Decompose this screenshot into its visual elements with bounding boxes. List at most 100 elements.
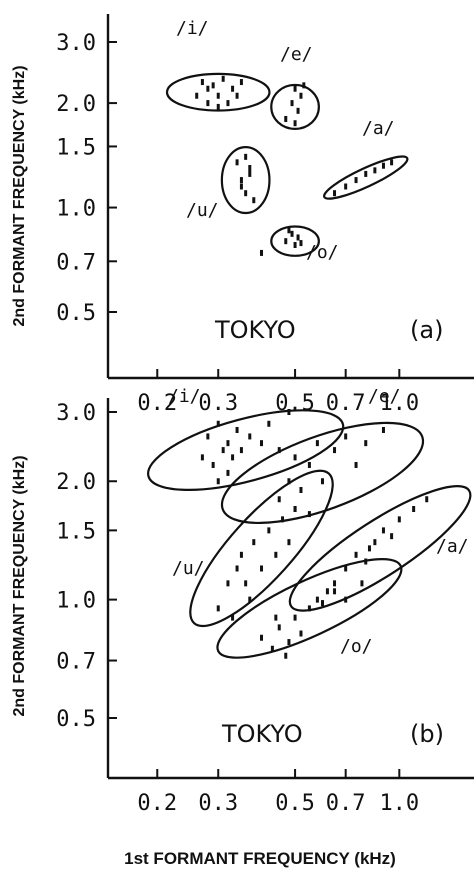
panel-b-point-o — [333, 580, 337, 587]
panel-b-y-axis-title: 2nd FORMANT FREQUENCY (kHz) — [11, 455, 28, 716]
panel-b-point-a — [333, 588, 337, 595]
panel-b-point-i — [226, 469, 230, 476]
panel-b-point-o — [299, 630, 303, 637]
panel-b-point-e — [277, 496, 281, 503]
panel-b-point-o — [325, 588, 329, 595]
panel-a-point-a — [381, 162, 385, 169]
panel-b-ellipse-e — [220, 421, 425, 525]
panel-a-point-i — [216, 92, 220, 99]
panel-a-points — [195, 75, 394, 256]
panel-b-point-i — [267, 420, 271, 427]
panel-a-x-ticks: 0.2 0.3 0.5 0.7 1.0 — [137, 369, 419, 416]
panel-b-points — [200, 409, 429, 659]
panel-b-point-i — [277, 447, 281, 454]
panel-b-point-e — [320, 478, 324, 485]
panel-a-point-u — [239, 177, 243, 184]
panel-a-vowel-label-u: /u/ — [186, 200, 219, 221]
panel-b-ellipse-u — [189, 469, 334, 628]
panel-b-y-tick-label: 2.0 — [56, 470, 96, 495]
panel-b-point-o — [287, 639, 291, 646]
panel-b-point-a — [344, 565, 348, 572]
panel-b-point-i — [216, 420, 220, 427]
panel-a-vowel-label-e: /e/ — [280, 44, 313, 65]
panel-b-y-tick-label: 1.0 — [56, 589, 96, 614]
panel-a-point-i — [216, 103, 220, 110]
panel-a-ellipse-e — [270, 83, 320, 130]
panel-a-vowel-labels: /i/ /e/ /a/ /u/ /o/ — [176, 18, 395, 263]
panel-b-vowel-label-a: /a/ — [436, 536, 469, 557]
panel-a-point-i — [206, 85, 210, 92]
panel-a-y-tick-label: 2.0 — [56, 92, 96, 117]
panel-a-x-tick-label: 0.2 — [137, 391, 177, 416]
panel-b-ellipses — [147, 409, 472, 659]
panel-b-y-ticks: 0.5 0.7 1.0 1.5 2.0 3.0 — [56, 401, 117, 732]
panel-a-ellipse-u — [220, 146, 271, 215]
panel-b-point-u — [248, 596, 252, 603]
panel-b-point-e — [333, 447, 337, 454]
panel-a-point-u — [235, 159, 239, 166]
panel-b-y-tick-label: 0.7 — [56, 650, 96, 675]
panel-b-point-o — [274, 614, 278, 621]
panel-b-ellipse-a — [288, 485, 472, 612]
panel-b-point-e — [307, 511, 311, 518]
panel-b-point-i — [287, 409, 291, 415]
panel-a-vowel-label-a: /a/ — [362, 118, 395, 139]
panel-a-point-u — [248, 170, 252, 177]
panel-a-point-e — [302, 82, 306, 89]
panel-a-point-o — [299, 240, 303, 247]
panel-b-point-o — [277, 624, 281, 631]
panel-b-x-tick-label: 0.2 — [137, 791, 177, 816]
panel-b-point-a — [425, 496, 429, 503]
panel-a-point-o — [260, 249, 264, 256]
panel-b-point-i — [248, 433, 252, 440]
panel-a-point-e — [284, 115, 288, 122]
panel-b-point-u — [216, 605, 220, 612]
panel-b-point-o — [270, 645, 274, 652]
panel-b-point-a — [381, 527, 385, 534]
panel-b-point-e — [315, 440, 319, 447]
panel-b-point-e — [344, 433, 348, 440]
panel-a-point-i — [200, 79, 204, 86]
panel-b-point-a — [367, 545, 371, 552]
panel-a-point-o — [290, 230, 294, 237]
panel-b-point-o — [284, 652, 288, 659]
panel-b-x-tick-label: 0.7 — [326, 791, 366, 816]
panel-b-y-tick-label: 0.5 — [56, 707, 96, 732]
panel-b-x-tick-label: 0.5 — [275, 791, 315, 816]
panel-b-point-i — [216, 478, 220, 485]
panel-b-y-tick-label: 1.5 — [56, 519, 96, 544]
panel-b-vowel-label-e: /e/ — [368, 386, 401, 407]
x-axis-title: 1st FORMANT FREQUENCY (kHz) — [124, 849, 396, 868]
panel-b-point-u — [281, 516, 285, 523]
panel-b-point-o — [260, 634, 264, 641]
panel-b-point-u — [239, 551, 243, 558]
panel-b-point-u — [293, 506, 297, 513]
panel-a-y-tick-label: 1.5 — [56, 135, 96, 160]
panel-a-y-ticks: 0.5 0.7 1.0 1.5 2.0 3.0 — [56, 31, 117, 326]
panel-b-point-i — [200, 454, 204, 461]
panel-b-point-i — [221, 447, 225, 454]
panel-b-point-i — [206, 433, 210, 440]
panel-b-point-e — [287, 478, 291, 485]
panel-a-point-a — [333, 190, 337, 197]
panel-a-point-i — [235, 92, 239, 99]
panel-a-x-tick-label: 1.0 — [379, 391, 419, 416]
panel-b-point-a — [390, 533, 394, 540]
panel-b-point-e — [299, 487, 303, 494]
panel-a-y-tick-label: 1.0 — [56, 197, 96, 222]
panel-a-point-u — [252, 197, 256, 204]
panel-a-point-a — [390, 159, 394, 166]
panel-b-x-ticks: 0.2 0.3 0.5 0.7 1.0 — [137, 769, 419, 816]
panel-a-point-i — [231, 85, 235, 92]
panel-b-point-o — [344, 596, 348, 603]
panel-a-vowel-label-i: /i/ — [176, 18, 209, 39]
panel-b-vowel-label-o: /o/ — [340, 636, 373, 657]
panel-b-point-u — [287, 539, 291, 546]
panel-b-point-o — [307, 605, 311, 612]
panel-b-point-a — [364, 558, 368, 565]
panel-b-label: (b) — [410, 720, 444, 748]
panel-a-x-tick-label: 0.7 — [326, 391, 366, 416]
panel-a-point-e — [290, 100, 294, 107]
panel-a-ellipse-a — [323, 155, 409, 200]
